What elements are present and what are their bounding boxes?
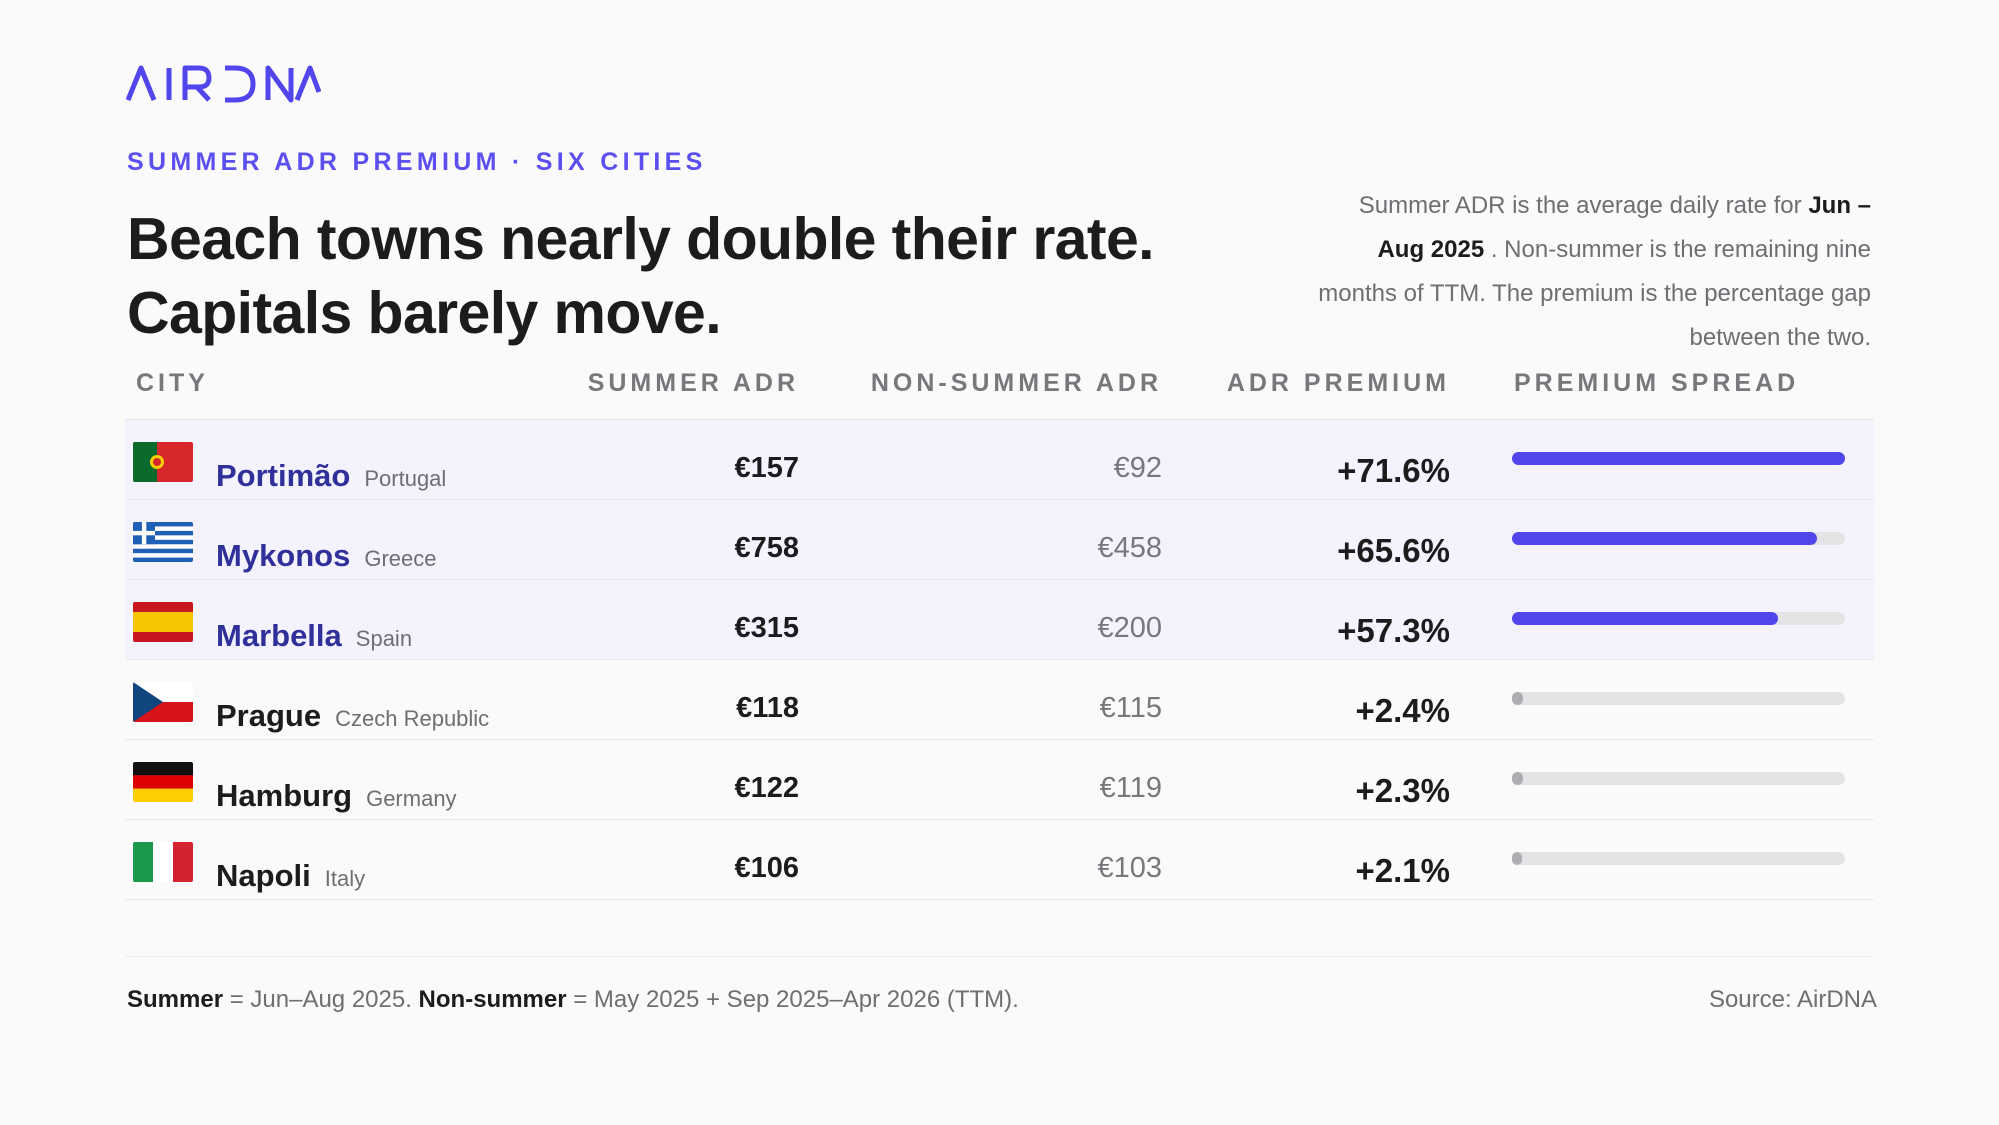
column-header-non-summer-adr: NON-SUMMER ADR [870,369,1162,397]
non-summer-adr-value: €458 [1097,532,1162,564]
premium-spread-bar [1512,612,1778,625]
city-name: Napoli Italy [216,858,366,893]
note-text-2: . Non-summer is the remaining nine month… [1318,236,1871,351]
premium-spread-track [1512,532,1845,545]
city-name: Portimão Portugal [216,458,447,493]
premium-spread-track [1512,772,1845,785]
city-name: Prague Czech Republic [216,698,490,733]
premium-spread-track [1512,852,1845,865]
definition-note: Summer ADR is the average daily rate for… [1311,184,1871,360]
summer-adr-value: €106 [734,852,799,884]
summer-adr-value: €315 [734,612,799,644]
table-row: Hamburg Germany €122 €119 +2.3% [125,740,1874,820]
premium-spread-bar [1512,772,1523,785]
greece-flag [133,522,193,562]
footnote-nonsummer-text: = May 2025 + Sep 2025–Apr 2026 (TTM). [566,986,1019,1013]
summer-adr-value: €758 [734,532,799,564]
germany-flag [133,762,193,802]
non-summer-adr-value: €200 [1097,612,1162,644]
chart-title: Beach towns nearly double their rate. Ca… [127,202,1155,350]
non-summer-adr-value: €119 [1099,772,1162,804]
premium-spread-track [1512,452,1845,465]
footnote-summer-text: = Jun–Aug 2025. [223,986,419,1013]
premium-spread-bar [1512,452,1845,465]
column-header-adr-premium: ADR PREMIUM [1226,369,1450,397]
chart-title-line-1: Beach towns nearly double their rate. [127,206,1155,272]
chart-kicker: SUMMER ADR PREMIUM · SIX CITIES [127,148,707,176]
adr-premium-value: +65.6% [1337,532,1450,569]
airdna-logo [125,62,321,106]
summer-adr-value: €118 [736,692,799,724]
premium-spread-bar [1512,532,1817,545]
table-row: Marbella Spain €315 €200 +57.3% [125,580,1874,660]
table-row: Napoli Italy €106 €103 +2.1% [125,820,1874,900]
spain-flag [133,602,193,642]
premium-spread-bar [1512,692,1523,705]
header-divider [125,419,1874,420]
city-table: Portimão Portugal €157 €92 +71.6% Mykonos… [125,420,1874,900]
summer-adr-value: €157 [734,452,799,484]
country-name: Portugal [364,466,447,491]
non-summer-adr-value: €115 [1099,692,1162,724]
non-summer-adr-value: €92 [1113,452,1162,484]
italy-flag [133,842,193,882]
note-bold-period: Jun – Aug 2025 [1377,192,1871,263]
czech-flag [133,682,193,722]
country-name: Italy [324,866,366,891]
adr-premium-value: +2.1% [1355,852,1451,889]
adr-premium-value: +2.3% [1355,772,1451,809]
summer-adr-value: €122 [734,772,799,804]
column-header-city: CITY [136,369,209,397]
adr-premium-value: +71.6% [1337,452,1450,489]
table-row: Portimão Portugal €157 €92 +71.6% [125,420,1874,500]
chart-title-line-2: Capitals barely move. [127,280,722,346]
premium-spread-track [1512,612,1845,625]
table-row: Mykonos Greece €758 €458 +65.6% [125,500,1874,580]
country-name: Germany [366,786,457,811]
country-name: Spain [355,626,413,651]
adr-premium-value: +57.3% [1337,612,1450,649]
country-name: Czech Republic [335,706,490,731]
adr-premium-value: +2.4% [1355,692,1451,729]
premium-spread-track [1512,692,1845,705]
column-header-premium-spread: PREMIUM SPREAD [1514,369,1800,397]
column-header-summer-adr: SUMMER ADR [587,369,799,397]
portugal-flag [133,442,193,482]
city-name: Hamburg Germany [216,778,457,813]
footnote-nonsummer-label: Non-summer [418,986,567,1013]
non-summer-adr-value: €103 [1097,852,1162,884]
table-row: Prague Czech Republic €118 €115 +2.4% [125,660,1874,740]
footnote-summer-label: Summer [127,986,224,1013]
city-name: Mykonos Greece [216,538,437,573]
city-name: Marbella Spain [216,618,413,653]
country-name: Greece [364,546,437,571]
footer-divider [125,956,1874,957]
footnote: Summer = Jun–Aug 2025. Non-summer = May … [127,986,1019,1014]
note-text-1: Summer ADR is the average daily rate for [1358,192,1809,219]
premium-spread-bar [1512,852,1522,865]
source-label: Source: AirDNA [1708,986,1877,1013]
